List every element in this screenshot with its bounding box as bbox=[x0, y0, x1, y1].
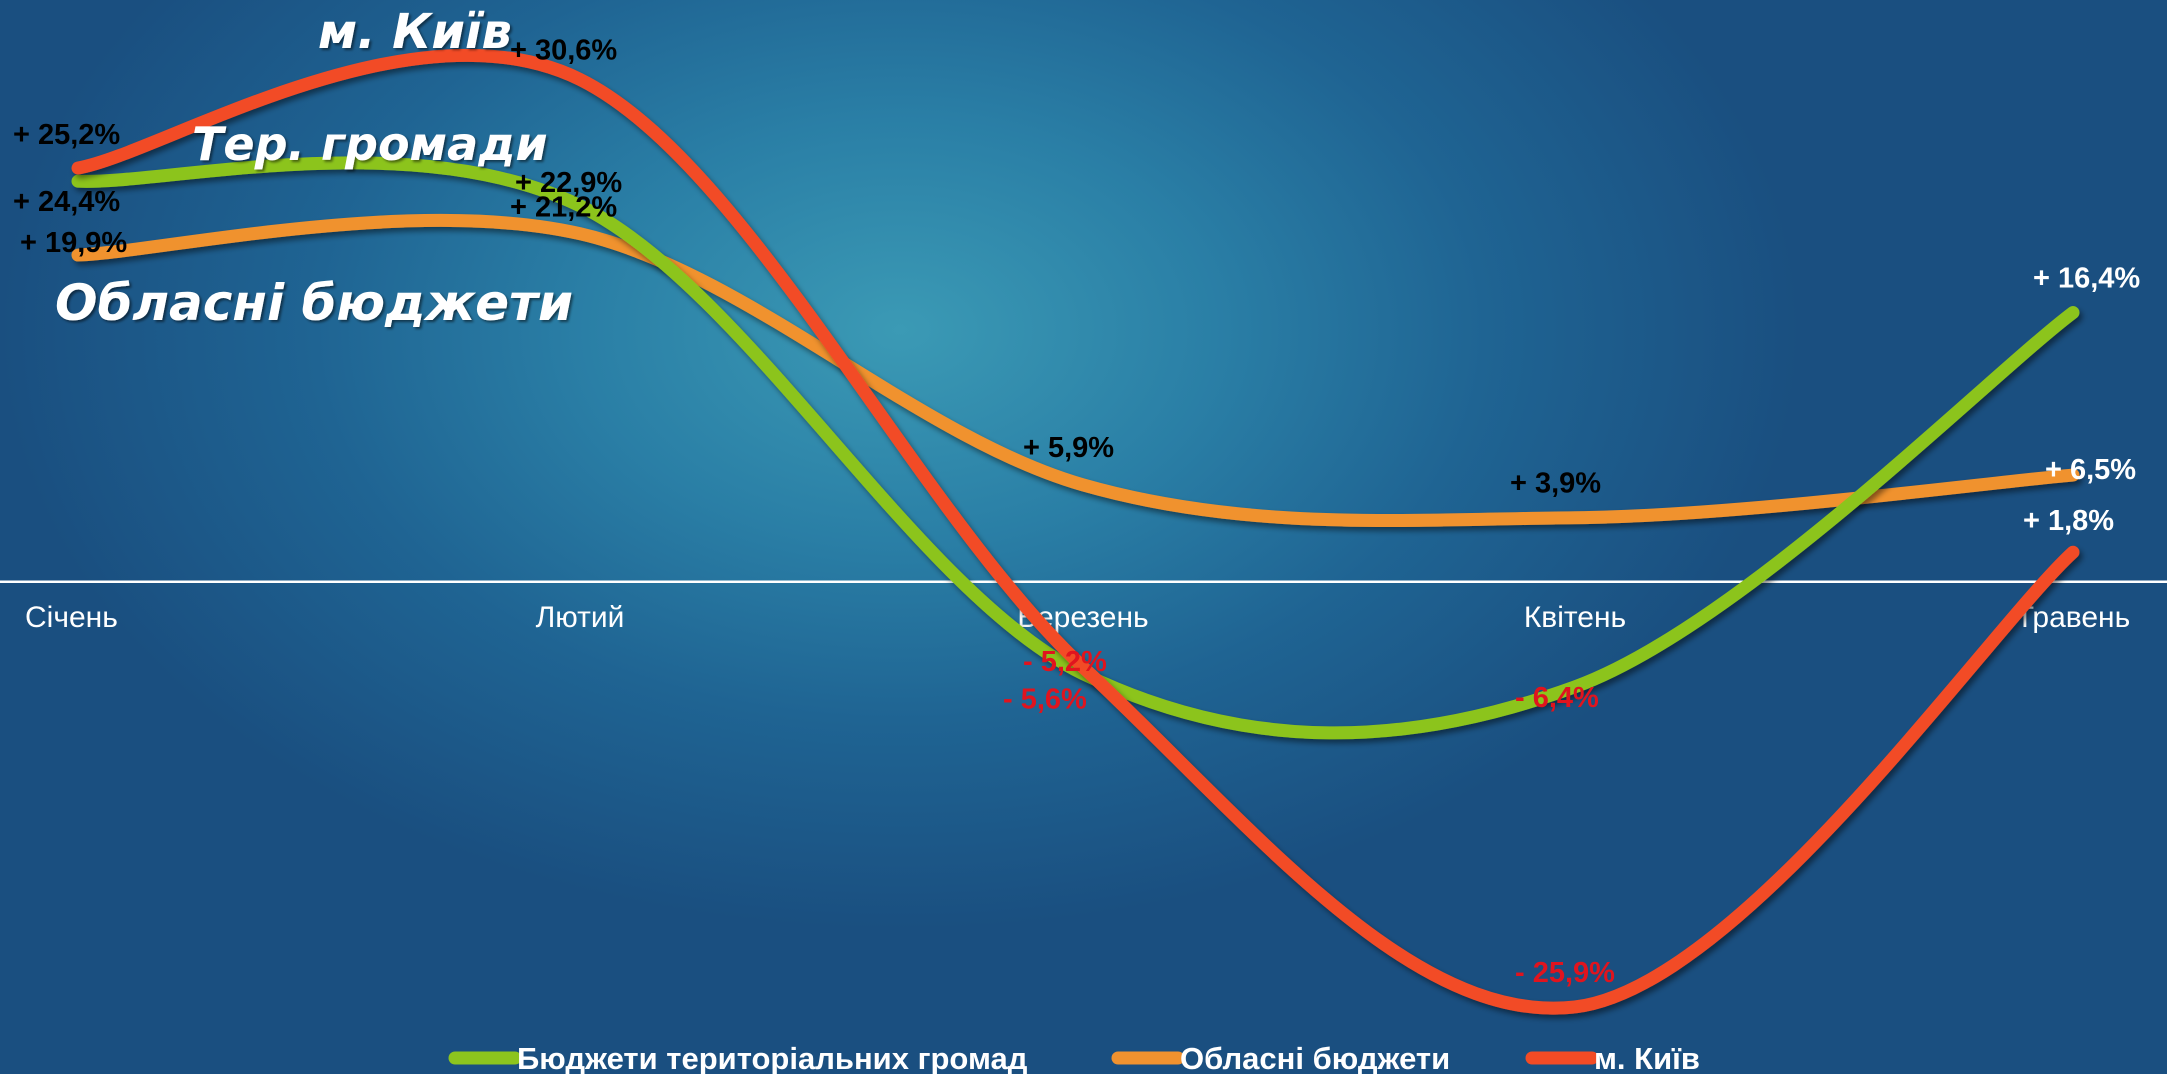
data-label-oblasni: + 19,9% bbox=[20, 227, 127, 259]
series-callout-kyiv: м. Київ bbox=[318, 4, 512, 60]
series-callout-oblasni: Обласні бюджети bbox=[55, 274, 573, 332]
data-label-hromady: + 24,4% bbox=[13, 186, 120, 218]
legend-label-oblasni: Обласні бюджети bbox=[1180, 1041, 1450, 1074]
data-label-kyiv: + 25,2% bbox=[13, 119, 120, 151]
x-tick-label: Квітень bbox=[1524, 601, 1626, 634]
x-tick-label: Січень bbox=[25, 601, 118, 634]
data-label-hromady: - 5,6% bbox=[1003, 684, 1087, 716]
data-label-hromady: + 16,4% bbox=[2033, 263, 2140, 295]
legend-label-kyiv: м. Київ bbox=[1594, 1041, 1700, 1074]
data-label-oblasni: + 3,9% bbox=[1510, 468, 1601, 500]
data-label-hromady: - 6,4% bbox=[1515, 682, 1599, 714]
data-label-kyiv: - 5,2% bbox=[1023, 646, 1107, 678]
x-tick-label: Травень bbox=[2016, 601, 2131, 634]
data-label-kyiv: + 1,8% bbox=[2023, 505, 2114, 537]
series-line-kyiv bbox=[71, 48, 2080, 1015]
data-label-oblasni: + 21,2% bbox=[510, 192, 617, 224]
data-label-oblasni: + 6,5% bbox=[2045, 454, 2136, 486]
series-callout-hromady: Тер. громади bbox=[192, 117, 548, 171]
data-label-kyiv: - 25,9% bbox=[1515, 957, 1615, 989]
data-label-oblasni: + 5,9% bbox=[1023, 432, 1114, 464]
data-label-hromady: + 22,9% bbox=[515, 167, 622, 199]
x-tick-label: Лютий bbox=[536, 601, 625, 634]
data-label-kyiv: + 30,6% bbox=[510, 34, 617, 66]
legend-label-hromady: Бюджети територіальних громад bbox=[517, 1041, 1028, 1074]
series-line-oblasni bbox=[71, 213, 2080, 528]
